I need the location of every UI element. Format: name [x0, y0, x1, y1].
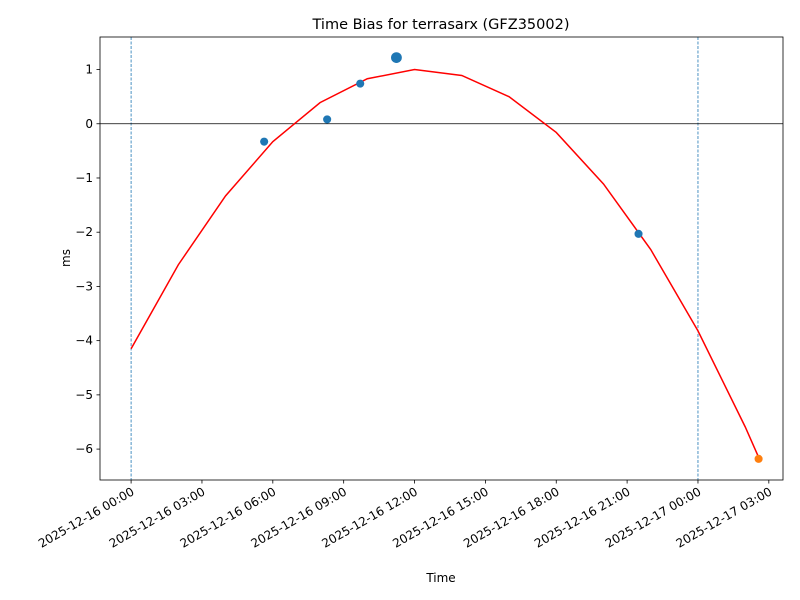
plot-frame [99, 36, 784, 481]
y-tick-label: −2 [75, 225, 93, 239]
data-point [391, 52, 402, 64]
fit-curve [130, 68, 760, 458]
data-point [634, 229, 643, 238]
data-point [323, 115, 332, 124]
data-point [754, 454, 763, 463]
data-point [356, 79, 365, 88]
x-axis-label: Time [425, 571, 455, 585]
chart-title: Time Bias for terrasarx (GFZ35002) [312, 17, 570, 33]
data-point [260, 137, 269, 146]
y-tick-label: 0 [85, 117, 93, 131]
y-tick-label: 1 [85, 63, 93, 77]
y-tick-label: −3 [75, 279, 93, 293]
y-axis-label: ms [59, 249, 73, 267]
y-tick-label: −1 [75, 171, 93, 185]
y-tick-label: −4 [75, 334, 93, 348]
y-tick-label: −6 [75, 442, 93, 456]
y-tick-label: −5 [75, 388, 93, 402]
